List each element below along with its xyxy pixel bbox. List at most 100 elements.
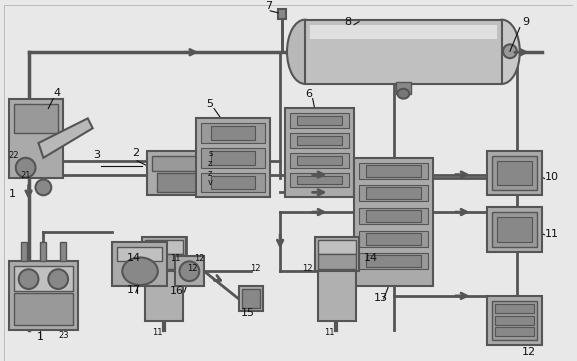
Bar — [495, 316, 534, 325]
Bar — [14, 266, 73, 291]
Text: 8: 8 — [344, 17, 351, 27]
Bar — [395, 82, 411, 94]
Bar — [492, 301, 537, 340]
Text: 2: 2 — [132, 148, 139, 158]
Bar — [175, 256, 204, 286]
Text: 23: 23 — [58, 331, 69, 340]
Bar — [142, 237, 186, 271]
Ellipse shape — [179, 261, 199, 281]
Text: 12: 12 — [250, 264, 261, 273]
Text: 12: 12 — [522, 347, 536, 357]
Text: 6: 6 — [305, 89, 312, 99]
Polygon shape — [39, 118, 93, 158]
Bar — [317, 240, 356, 255]
Text: 10: 10 — [545, 173, 559, 183]
Bar — [366, 210, 421, 222]
Bar — [366, 233, 421, 245]
Bar — [317, 271, 356, 321]
Text: 11: 11 — [545, 229, 559, 239]
Bar — [113, 242, 167, 286]
Bar — [497, 217, 531, 242]
Bar — [145, 255, 183, 269]
Bar — [297, 116, 342, 125]
Bar — [14, 104, 58, 133]
Text: 5: 5 — [206, 99, 213, 109]
Text: 11: 11 — [152, 329, 162, 337]
Bar — [359, 253, 428, 269]
Bar — [145, 240, 183, 255]
Text: 11: 11 — [170, 255, 180, 264]
Bar — [211, 151, 256, 165]
Bar — [239, 286, 263, 311]
Bar — [354, 158, 433, 286]
Bar — [211, 175, 256, 190]
Bar — [297, 136, 342, 145]
Bar — [211, 126, 256, 140]
Bar — [366, 165, 421, 177]
Text: 12: 12 — [302, 264, 312, 273]
Text: 14: 14 — [364, 253, 378, 264]
Bar — [40, 242, 46, 261]
Bar — [359, 231, 428, 247]
Bar — [290, 173, 349, 187]
Bar — [366, 256, 421, 267]
Text: 1: 1 — [36, 332, 43, 342]
Bar — [21, 242, 27, 261]
Ellipse shape — [122, 257, 158, 285]
Bar — [60, 242, 66, 261]
Bar — [285, 109, 354, 197]
Ellipse shape — [18, 269, 39, 289]
Bar — [492, 156, 537, 190]
Bar — [290, 133, 349, 148]
Bar — [290, 113, 349, 128]
Text: 3: 3 — [93, 150, 100, 160]
Bar — [9, 261, 78, 330]
Text: 21: 21 — [21, 170, 31, 179]
Bar — [317, 255, 356, 269]
Text: 11: 11 — [324, 329, 335, 337]
Bar — [117, 247, 162, 261]
Bar — [297, 156, 342, 165]
Bar — [242, 289, 260, 308]
Text: z: z — [208, 159, 212, 168]
Text: 12: 12 — [194, 255, 205, 264]
Ellipse shape — [398, 89, 409, 99]
Bar — [495, 327, 534, 336]
Bar — [14, 293, 73, 326]
Text: 4: 4 — [53, 88, 61, 98]
Ellipse shape — [287, 20, 323, 84]
Text: 15: 15 — [241, 308, 254, 318]
Bar — [359, 208, 428, 224]
Ellipse shape — [36, 179, 51, 195]
Bar — [9, 99, 63, 178]
Text: 9: 9 — [522, 17, 529, 27]
Bar — [201, 173, 265, 192]
Ellipse shape — [16, 158, 36, 178]
Bar — [359, 186, 428, 201]
Bar — [495, 304, 534, 313]
Bar — [157, 173, 196, 192]
Bar — [487, 207, 541, 252]
Bar — [359, 163, 428, 179]
Text: 13: 13 — [374, 293, 388, 303]
Ellipse shape — [48, 269, 68, 289]
Bar — [310, 25, 497, 39]
Bar — [290, 153, 349, 168]
Ellipse shape — [484, 20, 520, 84]
Bar — [487, 151, 541, 195]
Bar — [297, 175, 342, 184]
Bar — [147, 151, 206, 195]
Ellipse shape — [503, 44, 517, 58]
Text: 7: 7 — [265, 1, 272, 11]
Bar — [278, 9, 286, 19]
Bar — [497, 161, 531, 186]
Text: 1: 1 — [9, 189, 16, 199]
Bar — [201, 123, 265, 143]
Text: 16: 16 — [170, 286, 183, 296]
Text: 12: 12 — [188, 264, 198, 273]
Text: 22: 22 — [9, 151, 20, 160]
Bar — [314, 237, 359, 271]
Bar — [145, 271, 183, 321]
Text: v: v — [208, 178, 213, 187]
Text: 14: 14 — [127, 253, 141, 264]
